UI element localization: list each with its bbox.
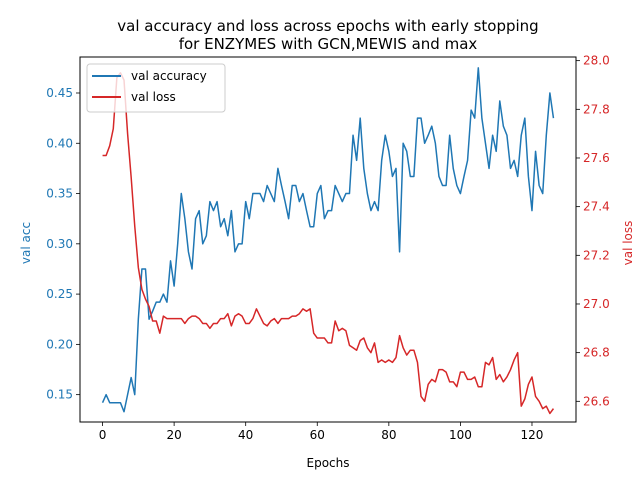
left-tick-label: 0.40	[46, 136, 73, 150]
x-tick-label: 20	[166, 428, 181, 442]
legend-label-val-accuracy: val accuracy	[131, 69, 207, 83]
x-tick-label: 120	[521, 428, 544, 442]
x-axis-label: Epochs	[307, 456, 350, 470]
x-tick-label: 40	[238, 428, 253, 442]
left-axis-ticks: 0.15 0.20 0.25 0.30 0.35 0.40 0.45	[46, 86, 80, 402]
plot-frame	[79, 56, 577, 423]
left-tick-label: 0.30	[46, 237, 73, 251]
x-tick-label: 60	[310, 428, 325, 442]
chart-title-line-2: for ENZYMES with GCN,MEWIS and max	[179, 35, 478, 53]
x-tick-label: 80	[381, 428, 396, 442]
left-tick-label: 0.25	[46, 287, 73, 301]
series-line-val-loss	[102, 72, 555, 415]
right-tick-label: 27.8	[583, 102, 610, 116]
x-tick-label: 0	[99, 428, 107, 442]
legend-label-val-loss: val loss	[131, 90, 176, 104]
legend-box	[86, 63, 226, 113]
right-axis-label: val loss	[621, 221, 635, 266]
x-tick-label: 100	[449, 428, 472, 442]
chart-title-line-1: val accuracy and loss across epochs with…	[117, 17, 538, 35]
left-tick-label: 0.45	[46, 86, 73, 100]
left-axis-label: val acc	[19, 222, 33, 264]
right-axis-ticks: 26.6 26.8 27.0 27.2 27.4 27.6 27.8 28.0	[576, 54, 610, 408]
series-line-val-accuracy	[101, 67, 555, 413]
left-tick-label: 0.20	[46, 337, 73, 351]
plot-lines	[101, 67, 555, 415]
right-tick-label: 28.0	[583, 54, 610, 68]
x-axis-ticks: 0 20 40 60 80 100 120	[99, 422, 544, 442]
legend: val accuracy val loss	[86, 63, 226, 113]
right-tick-label: 26.8	[583, 346, 610, 360]
right-tick-label: 27.6	[583, 151, 610, 165]
left-tick-label: 0.15	[46, 388, 73, 402]
right-tick-label: 26.6	[583, 394, 610, 408]
right-tick-label: 27.4	[583, 200, 610, 214]
left-tick-label: 0.35	[46, 187, 73, 201]
right-tick-label: 27.0	[583, 297, 610, 311]
right-tick-label: 27.2	[583, 248, 610, 262]
